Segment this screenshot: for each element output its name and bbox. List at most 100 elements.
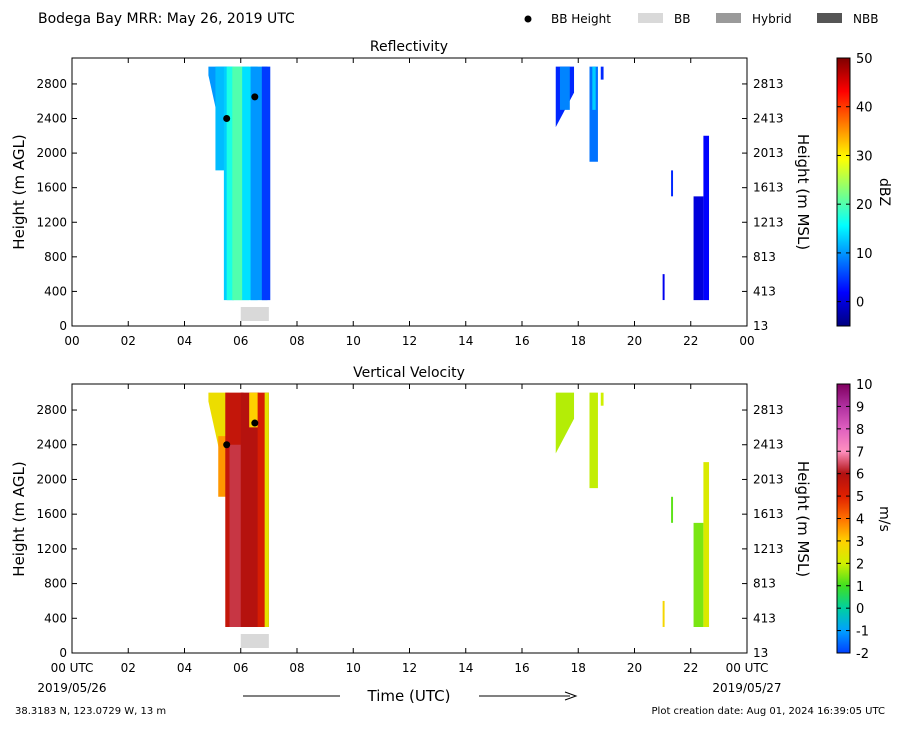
reflectivity-x-tick-label: 00: [739, 334, 754, 348]
reflectivity-colorbar-tick-label: 40: [856, 101, 873, 116]
reflectivity-echo-column: [592, 66, 596, 110]
reflectivity-ylabel: Height (m AGL): [10, 134, 28, 249]
velocity-x-tick-label: 20: [627, 661, 642, 675]
velocity-x-tick-label: 10: [346, 661, 361, 675]
velocity-bb-type-bar: [240, 634, 269, 648]
velocity-x-tick-label: 08: [289, 661, 304, 675]
velocity-colorbar-tick-label: 4: [856, 513, 864, 528]
velocity-colorbar-tick-label: -1: [856, 625, 869, 640]
velocity-colorbar-label: m/s: [876, 506, 892, 532]
reflectivity-colorbar-tick-label: 20: [856, 198, 873, 213]
velocity-colorbar-tick-label: 10: [856, 378, 873, 393]
nbb-legend-label: NBB: [853, 12, 878, 26]
reflectivity-x-tick-label: 04: [177, 334, 192, 348]
velocity-echo-column: [264, 392, 269, 627]
reflectivity-colorbar-tick-label: 30: [856, 149, 873, 164]
velocity-y-tick-label: 2000: [36, 472, 67, 486]
velocity-x-tick-label: 22: [683, 661, 698, 675]
reflectivity-x-tick-label: 16: [514, 334, 529, 348]
velocity-x-tick-label: 12: [402, 661, 417, 675]
reflectivity-x-tick-label: 12: [402, 334, 417, 348]
nbb-legend-swatch: [817, 13, 842, 23]
reflectivity-y2-tick-label: 1213: [753, 215, 784, 229]
bb-height-legend-dot: [524, 15, 532, 23]
reflectivity-colorbar-tick-label: 0: [856, 296, 864, 311]
reflectivity-y2label: Height (m MSL): [794, 134, 812, 250]
velocity-y-tick-label: 0: [59, 646, 67, 660]
reflectivity-echo-column: [559, 66, 570, 110]
velocity-colorbar-tick-label: 5: [856, 490, 864, 505]
reflectivity-y2-tick-label: 1613: [753, 181, 784, 195]
velocity-y-tick-label: 1600: [36, 507, 67, 521]
velocity-ylabel: Height (m AGL): [10, 461, 28, 576]
velocity-colorbar-tick-label: 1: [856, 580, 864, 595]
velocity-x-tick-label: 18: [571, 661, 586, 675]
velocity-colorbar-tick-label: -2: [856, 647, 869, 662]
velocity-y2-tick-label: 2813: [753, 403, 784, 417]
velocity-ticks: 00 UTC 02 04 06 08 10 12 14 16 18 20 22 00 UTC040080…: [36, 384, 784, 675]
reflectivity-y2-tick-label: 2413: [753, 112, 784, 126]
bb-legend-swatch: [638, 13, 663, 23]
velocity-x-tick-label: 16: [514, 661, 529, 675]
velocity-y-tick-label: 800: [44, 577, 67, 591]
reflectivity-x-tick-label: 06: [233, 334, 248, 348]
velocity-y-tick-label: 1200: [36, 542, 67, 556]
velocity-title: Vertical Velocity: [353, 365, 465, 381]
velocity-y2-tick-label: 13: [753, 646, 768, 660]
header-legend: BB Height BB Hybrid NBB: [524, 12, 878, 26]
reflectivity-echo-column: [671, 170, 674, 197]
reflectivity-y2-tick-label: 813: [753, 250, 776, 264]
reflectivity-y2-tick-label: 413: [753, 284, 776, 298]
reflectivity-echo-column: [261, 66, 271, 301]
reflectivity-colorbar-label: dBZ: [876, 178, 892, 206]
reflectivity-title: Reflectivity: [370, 39, 448, 55]
time-arrow-head: [564, 691, 578, 701]
reflectivity-y-tick-label: 2000: [36, 146, 67, 160]
velocity-bb-height-point: [251, 419, 259, 427]
reflectivity-x-tick-label: 18: [571, 334, 586, 348]
velocity-data-layer: [208, 392, 710, 648]
velocity-echo-column: [240, 392, 260, 627]
velocity-colorbar-tick-label: 9: [856, 400, 864, 415]
time-axis-label: Time (UTC): [367, 687, 451, 705]
reflectivity-y2-tick-label: 2013: [753, 146, 784, 160]
hybrid-legend-swatch: [716, 13, 741, 23]
reflectivity-y-tick-label: 400: [44, 284, 67, 298]
velocity-echo-column: [589, 392, 598, 489]
velocity-plot-frame: [71, 383, 748, 654]
reflectivity-bb-height-point: [223, 115, 231, 123]
reflectivity-echo-column: [600, 66, 604, 80]
velocity-echo-column: [693, 522, 704, 627]
velocity-echo-column: [249, 392, 260, 428]
reflectivity-y-tick-label: 1600: [36, 181, 67, 195]
reflectivity-x-tick-label: 20: [627, 334, 642, 348]
reflectivity-x-tick-label: 08: [289, 334, 304, 348]
velocity-colorbar-tick-label: 8: [856, 423, 864, 438]
velocity-panel: Vertical Velocity Height (m AGL) Height …: [10, 365, 892, 675]
velocity-echo-column: [671, 496, 674, 523]
velocity-echo-column: [600, 392, 604, 406]
reflectivity-ticks: 00 02 04 06 08 10 12 14 16 18 20 22 0004008001200160…: [36, 58, 784, 348]
reflectivity-echo-column: [693, 196, 704, 301]
velocity-y2-tick-label: 2413: [753, 438, 784, 452]
velocity-y2-tick-label: 1213: [753, 542, 784, 556]
reflectivity-echo-column: [662, 274, 665, 301]
velocity-x-tick-label: 00 UTC: [51, 661, 94, 675]
reflectivity-y-tick-label: 2400: [36, 112, 67, 126]
velocity-y2-tick-label: 1613: [753, 507, 784, 521]
reflectivity-plot-frame: [71, 57, 748, 327]
velocity-colorbar-tick-label: 6: [856, 468, 864, 483]
velocity-echo-column: [703, 462, 710, 627]
velocity-y2label: Height (m MSL): [794, 461, 812, 577]
station-location: 38.3183 N, 123.0729 W, 13 m: [15, 706, 166, 717]
time-axis-caption: Time (UTC): [243, 687, 578, 705]
reflectivity-x-tick-label: 14: [458, 334, 473, 348]
velocity-x-tick-label: 14: [458, 661, 473, 675]
reflectivity-colorbar-tick-label: 10: [856, 247, 873, 262]
reflectivity-bb-height-point: [251, 93, 259, 101]
hybrid-legend-label: Hybrid: [752, 12, 792, 26]
reflectivity-echo-column: [703, 135, 710, 301]
bb-legend-label: BB: [674, 12, 690, 26]
